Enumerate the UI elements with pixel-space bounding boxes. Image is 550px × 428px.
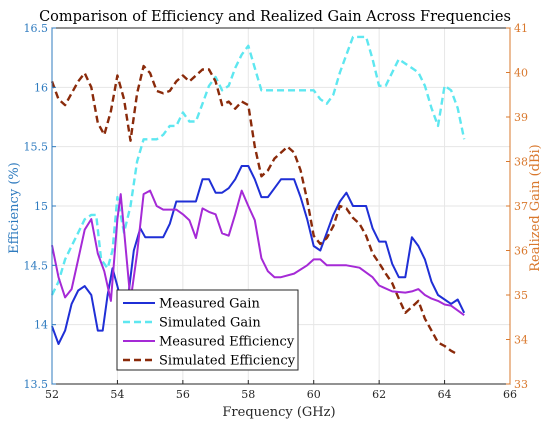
x-tick-label: 60 <box>307 388 321 401</box>
legend-label: Simulated Gain <box>159 316 261 331</box>
right-y-tick-label: 39 <box>514 111 528 124</box>
x-tick-label: 52 <box>45 388 59 401</box>
right-y-tick-label: 35 <box>514 289 528 302</box>
right-y-tick-label: 33 <box>514 378 528 391</box>
legend-label: Measured Efficiency <box>159 335 295 350</box>
x-tick-label: 66 <box>503 388 517 401</box>
series-line-measured-efficiency <box>51 189 465 317</box>
left-y-tick-label: 13.5 <box>24 378 49 391</box>
right-y-tick-label: 34 <box>514 334 528 347</box>
legend-label: Simulated Efficiency <box>159 354 296 369</box>
right-axis-label: Realized Gain (dBi) <box>528 144 543 272</box>
ticks: 52 54 56 58 60 62 64 66 13.5 14 14.5 15 15.5 16 16.5 33… <box>24 22 529 401</box>
x-tick-label: 58 <box>241 388 255 401</box>
x-axis-label: Frequency (GHz) <box>222 405 335 420</box>
series-line-simulated-efficiency <box>50 64 459 356</box>
left-axis-label: Efficiency (%) <box>7 162 22 254</box>
x-tick-label: 62 <box>372 388 386 401</box>
series-layer <box>50 35 466 356</box>
legend-label: Measured Gain <box>159 297 260 312</box>
right-y-tick-label: 40 <box>514 67 528 80</box>
right-y-tick-label: 38 <box>514 156 528 169</box>
series-line-measured-gain <box>51 165 466 345</box>
x-tick-label: 54 <box>110 388 124 401</box>
right-y-tick-label: 36 <box>514 245 528 258</box>
legend: Measured Gain Simulated Gain Measured Effi… <box>116 289 299 371</box>
left-y-tick-label: 15.5 <box>24 141 49 154</box>
left-y-tick-label: 15 <box>34 200 48 213</box>
x-tick-label: 64 <box>438 388 452 401</box>
right-y-tick-label: 41 <box>514 22 528 35</box>
chart-title: Comparison of Efficiency and Realized Ga… <box>39 9 511 25</box>
left-y-tick-label: 16.5 <box>24 22 49 35</box>
left-y-tick-label: 14.5 <box>24 259 49 272</box>
x-tick-label: 56 <box>176 388 190 401</box>
left-y-tick-label: 14 <box>34 319 48 332</box>
right-y-tick-label: 37 <box>514 200 528 213</box>
left-y-tick-label: 16 <box>34 81 48 94</box>
series-line-simulated-gain <box>50 35 466 296</box>
